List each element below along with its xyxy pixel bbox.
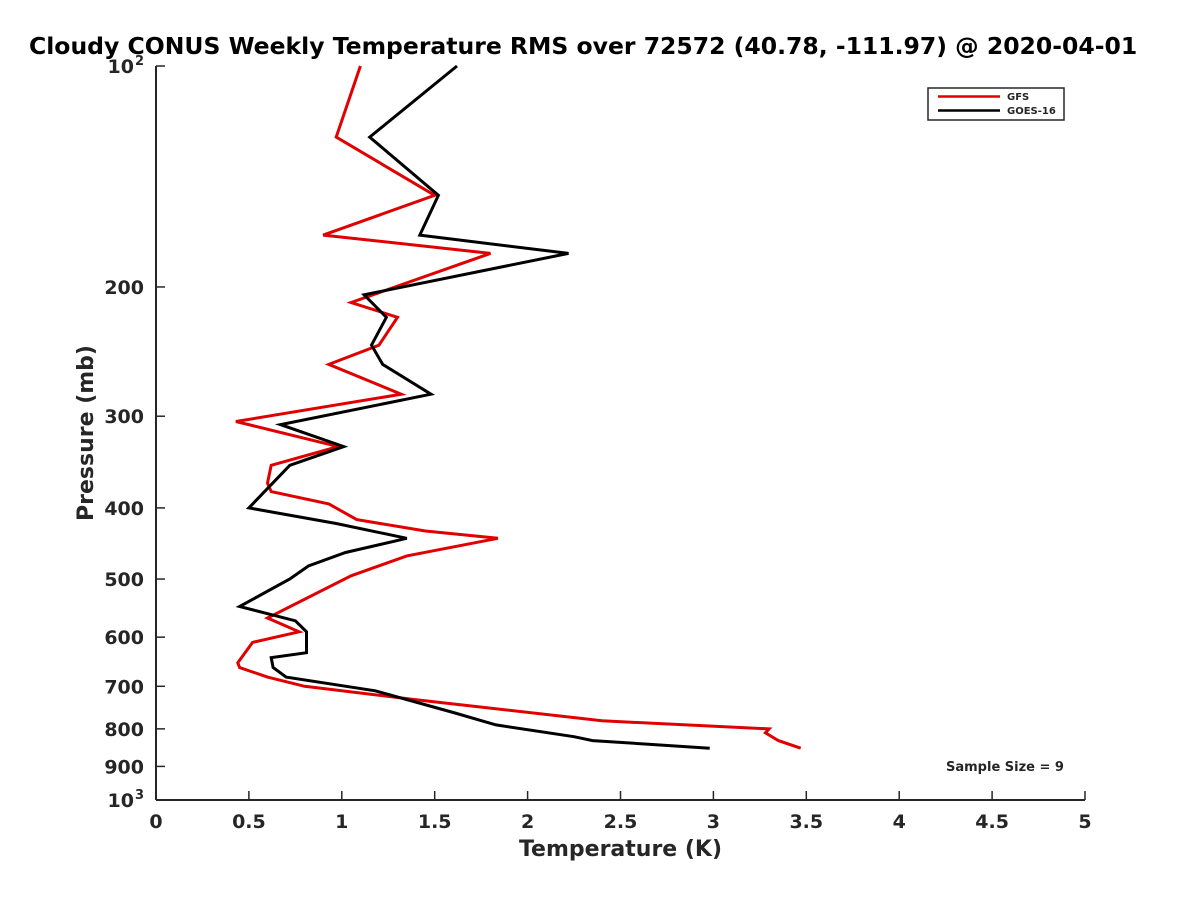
chart-title: Cloudy CONUS Weekly Temperature RMS over… <box>29 32 1137 60</box>
x-tick-label: 0 <box>149 811 162 833</box>
x-tick-label: 0.5 <box>232 811 266 833</box>
y-tick-label: 700 <box>104 676 144 698</box>
legend-label-gfs: GFS <box>1007 92 1029 103</box>
x-tick-label: 2 <box>521 811 534 833</box>
y-tick-exponent: 2 <box>135 54 144 69</box>
x-tick-label: 1 <box>335 811 348 833</box>
y-tick-label: 10 <box>108 790 134 812</box>
x-tick-label: 3.5 <box>789 811 823 833</box>
x-axis-label: Temperature (K) <box>519 837 722 862</box>
y-tick-label: 800 <box>104 719 144 741</box>
legend: GFS GOES-16 <box>927 87 1065 121</box>
y-tick-label: 500 <box>104 569 144 591</box>
series-line-gfs <box>235 65 802 750</box>
sample-size-annotation: Sample Size = 9 <box>946 760 1064 775</box>
x-tick-label: 4.5 <box>975 811 1009 833</box>
x-tick-label: 1.5 <box>418 811 452 833</box>
y-tick-label: 300 <box>104 406 144 428</box>
x-tick-label: 2.5 <box>604 811 638 833</box>
x-tick-label: 3 <box>707 811 720 833</box>
y-tick-label: 900 <box>104 756 144 778</box>
legend-box <box>927 87 1065 121</box>
x-tick-label: 4 <box>893 811 906 833</box>
y-tick-label: 200 <box>104 277 144 299</box>
series-lines <box>235 64 802 750</box>
x-tick-label: 5 <box>1078 811 1091 833</box>
y-axis-label: Pressure (mb) <box>74 345 99 521</box>
y-tick-label: 400 <box>104 498 144 520</box>
legend-label-goes-16: GOES-16 <box>1007 106 1056 117</box>
y-tick-label: 10 <box>108 56 134 78</box>
y-tick-exponent: 3 <box>135 788 144 803</box>
y-tick-label: 600 <box>104 627 144 649</box>
x-ticks: 0 0.5 1 1.5 2 2.5 3 3.5 4 4.5 5 <box>149 791 1092 833</box>
series-line-goes-16 <box>235 64 710 750</box>
